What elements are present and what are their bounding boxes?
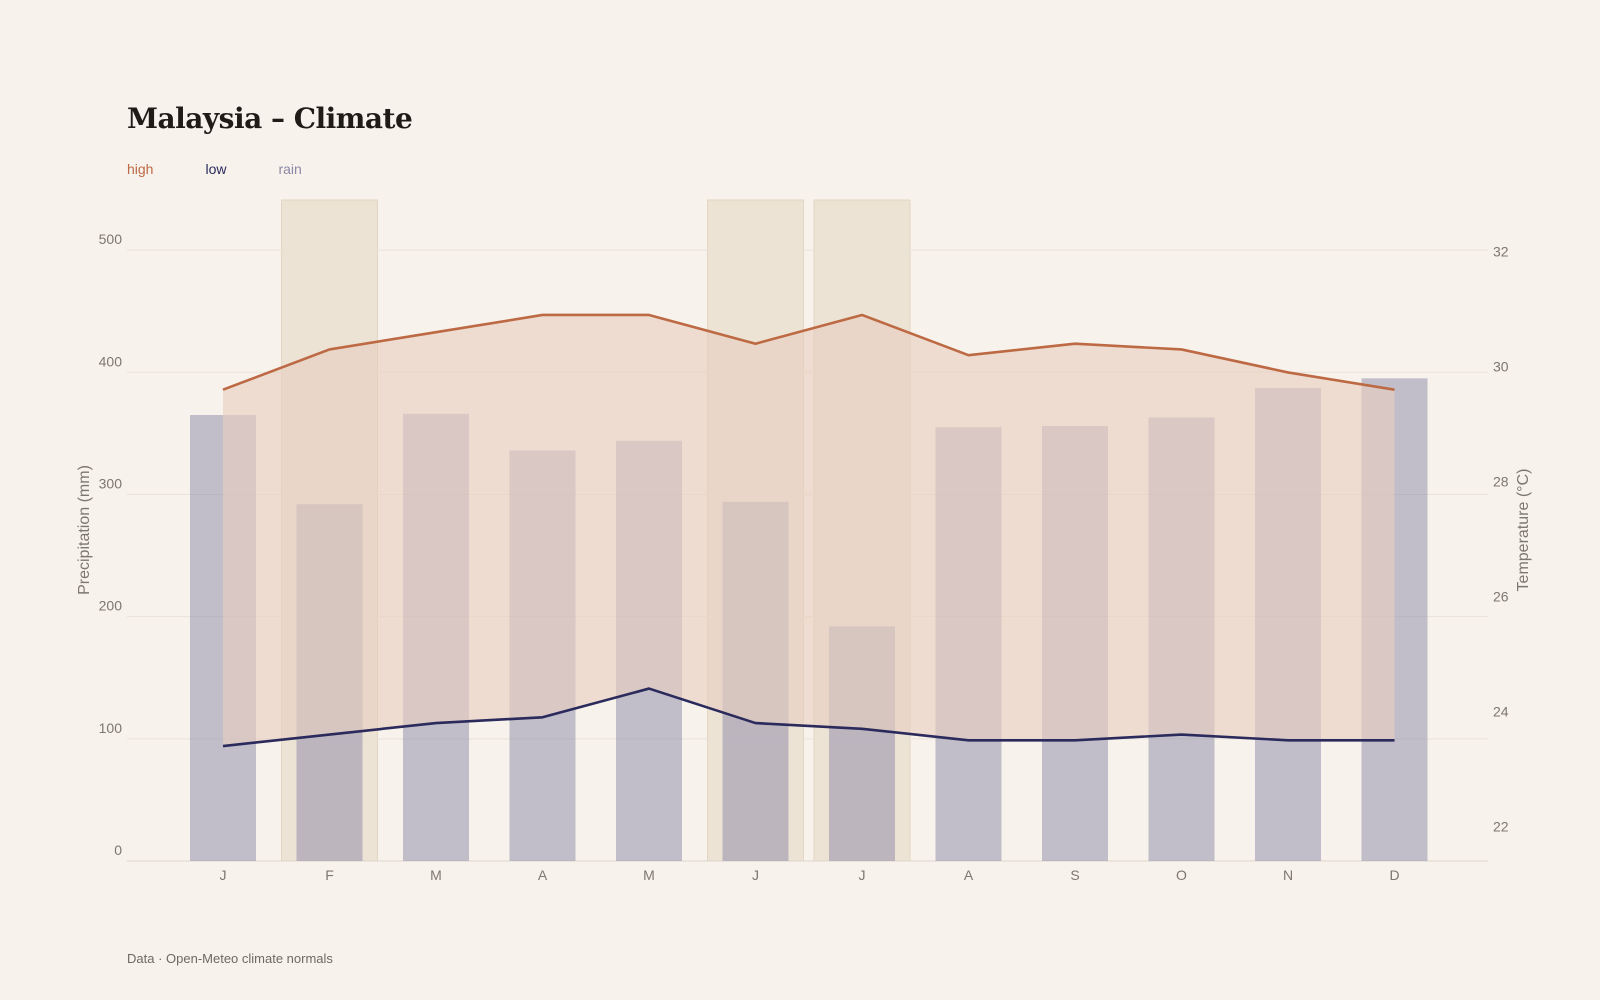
temperature-lines xyxy=(222,313,1395,748)
x-tick-label: J xyxy=(859,867,866,883)
x-tick-label: M xyxy=(430,867,442,883)
low-temperature-line xyxy=(222,687,1395,748)
y-right-axis-title: Temperature (°C) xyxy=(1515,469,1532,592)
legend-item-high: high xyxy=(127,161,154,177)
legend: high low rain xyxy=(127,161,354,177)
legend-item-low: low xyxy=(205,161,227,177)
x-tick-label: A xyxy=(538,867,548,883)
temperature-range-area xyxy=(223,314,1395,747)
legend-item-rain: rain xyxy=(278,161,302,177)
x-tick-label: D xyxy=(1389,867,1399,883)
x-tick-label: N xyxy=(1283,867,1293,883)
x-tick-label: F xyxy=(325,867,334,883)
y-left-axis-title: Precipitation (mm) xyxy=(76,465,93,595)
axes: 0 100 200 300 400 500 22 24 26 28 30 32 J F M A M J J A S O N D… xyxy=(76,231,1532,883)
y-left-tick-label: 400 xyxy=(99,353,123,369)
y-right-tick-label: 24 xyxy=(1493,704,1509,720)
x-tick-label: A xyxy=(964,867,974,883)
y-right-tick-label: 28 xyxy=(1493,474,1509,490)
y-left-tick-label: 500 xyxy=(99,231,123,247)
y-left-tick-label: 100 xyxy=(99,720,123,736)
high-temperature-line xyxy=(222,313,1395,391)
y-left-tick-label: 200 xyxy=(99,598,123,614)
y-right-tick-label: 26 xyxy=(1493,589,1509,605)
chart-title: Malaysia – Climate xyxy=(127,102,413,135)
temperature-band xyxy=(223,314,1395,747)
y-left-tick-label: 0 xyxy=(114,842,122,858)
y-right-tick-label: 30 xyxy=(1493,359,1509,375)
x-tick-label: O xyxy=(1176,867,1187,883)
y-left-tick-label: 300 xyxy=(99,475,123,491)
y-right-tick-label: 32 xyxy=(1493,244,1509,260)
y-right-tick-label: 22 xyxy=(1493,819,1509,835)
source-note: Data · Open-Meteo climate normals xyxy=(127,951,333,966)
x-tick-label: J xyxy=(220,867,227,883)
x-tick-label: S xyxy=(1070,867,1079,883)
x-tick-label: J xyxy=(752,867,759,883)
x-tick-label: M xyxy=(643,867,655,883)
